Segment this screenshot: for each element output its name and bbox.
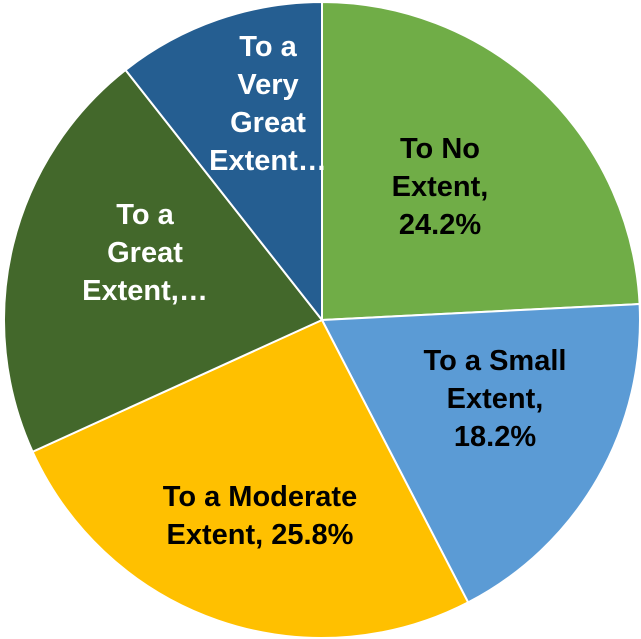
slice-label-line: Very <box>237 69 298 101</box>
slice-label: To No Extent, 24.2% <box>392 133 489 241</box>
pie-slice-to-a-great-extent <box>3 68 324 454</box>
slice-label-line: To a <box>116 199 174 231</box>
pie-slice-to-a-very-great-extent <box>124 0 323 323</box>
slice-label-line: Extent, <box>447 383 544 415</box>
slice-label-line: To a Moderate <box>163 481 357 513</box>
slice-label-line: Extent,… <box>82 275 208 307</box>
slice-label-line: Extent, 25.8% <box>167 519 354 551</box>
slice-label-line: Great <box>107 237 183 269</box>
slice-label-line: Extent… <box>209 145 327 177</box>
slice-label: To a Moderate Extent, 25.8% <box>163 481 357 551</box>
pie-slice-to-a-moderate-extent <box>31 318 470 639</box>
slice-label-line: To No <box>400 133 480 165</box>
pie-slice-to-no-extent <box>321 0 641 322</box>
slice-label: To a Very Great Extent… <box>209 31 327 177</box>
slice-label-line: Great <box>230 107 306 139</box>
pie-slices <box>3 0 641 639</box>
slice-label: To a Small Extent, 18.2% <box>424 345 567 453</box>
pie-labels: To No Extent, 24.2%To a Small Extent, 18.2%T… <box>82 31 566 551</box>
slice-label-line: To a Small <box>424 345 567 377</box>
slice-label: To a Great Extent,… <box>82 199 208 307</box>
slice-label-line: To a <box>239 31 297 63</box>
pie-slice-to-a-small-extent <box>320 302 641 604</box>
slice-label-line: 24.2% <box>399 209 481 241</box>
slice-label-line: 18.2% <box>454 421 536 453</box>
slice-label-line: Extent, <box>392 171 489 203</box>
